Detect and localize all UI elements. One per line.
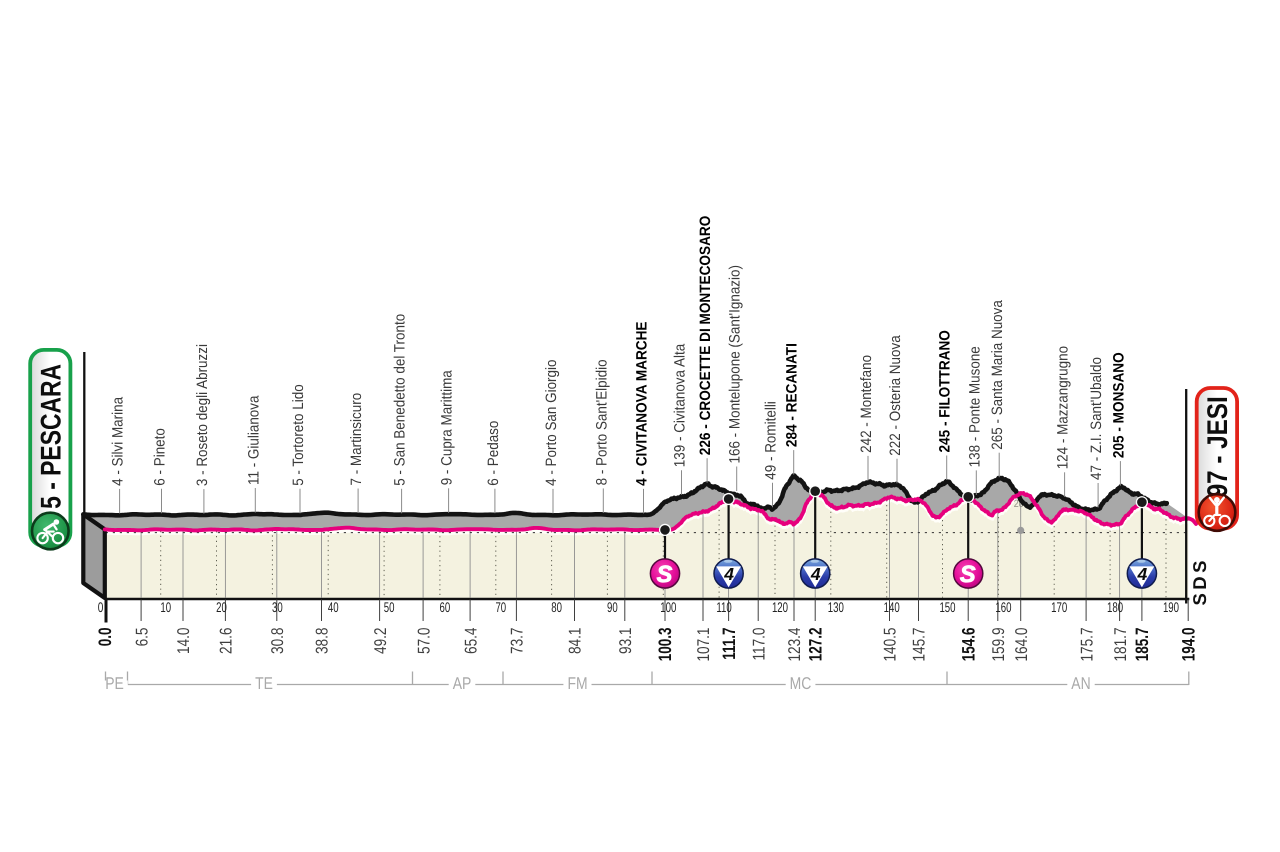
- svg-text:20: 20: [216, 599, 227, 615]
- svg-text:5 - PESCARA: 5 - PESCARA: [36, 364, 68, 509]
- svg-text:4: 4: [723, 564, 734, 584]
- svg-text:4: 4: [810, 564, 821, 584]
- svg-text:140.5: 140.5: [881, 628, 900, 662]
- svg-text:0: 0: [98, 599, 104, 615]
- svg-text:50: 50: [384, 599, 395, 615]
- svg-text:S: S: [657, 561, 673, 587]
- svg-text:30.8: 30.8: [268, 628, 287, 655]
- svg-text:154.6: 154.6: [958, 628, 978, 662]
- svg-text:21.6: 21.6: [217, 628, 236, 655]
- svg-text:49 - Romitelli: 49 - Romitelli: [763, 401, 780, 480]
- svg-text:0.0: 0.0: [95, 628, 115, 647]
- svg-text:93.1: 93.1: [616, 628, 635, 655]
- svg-text:123.4: 123.4: [785, 628, 804, 662]
- svg-text:166 - Montelupone (Sant'Ignazi: 166 - Montelupone (Sant'Ignazio): [727, 265, 744, 464]
- svg-text:S: S: [960, 561, 976, 587]
- svg-text:5 - Tortoreto Lido: 5 - Tortoreto Lido: [290, 384, 307, 486]
- svg-text:84.1: 84.1: [566, 628, 585, 655]
- svg-text:138 - Ponte Musone: 138 - Ponte Musone: [966, 346, 983, 467]
- svg-text:4 - Silvi Marina: 4 - Silvi Marina: [110, 396, 127, 486]
- svg-text:60: 60: [440, 599, 451, 615]
- svg-text:73.7: 73.7: [508, 628, 527, 655]
- svg-text:38.8: 38.8: [313, 628, 332, 655]
- svg-text:170: 170: [1051, 599, 1067, 615]
- svg-text:SDS: SDS: [1189, 561, 1210, 606]
- svg-text:139 - Civitanova Alta: 139 - Civitanova Alta: [672, 343, 689, 467]
- svg-text:130: 130: [828, 599, 844, 615]
- svg-text:111.7: 111.7: [719, 628, 739, 660]
- svg-text:FM: FM: [567, 674, 587, 693]
- svg-text:4 - CIVITANOVA MARCHE: 4 - CIVITANOVA MARCHE: [634, 321, 651, 485]
- svg-text:150: 150: [939, 599, 955, 615]
- svg-text:5 - San Benedetto del Tronto: 5 - San Benedetto del Tronto: [392, 314, 409, 486]
- svg-text:160: 160: [995, 599, 1011, 615]
- svg-text:140: 140: [884, 599, 900, 615]
- svg-text:180: 180: [1107, 599, 1123, 615]
- svg-text:8 - Porto Sant'Elpidio: 8 - Porto Sant'Elpidio: [593, 359, 610, 485]
- svg-text:124 - Mazzangrugno: 124 - Mazzangrugno: [1055, 346, 1072, 469]
- svg-text:4: 4: [1137, 564, 1148, 584]
- svg-text:159.9: 159.9: [989, 628, 1008, 662]
- svg-text:57.0: 57.0: [414, 628, 433, 655]
- svg-text:TE: TE: [255, 674, 273, 693]
- svg-text:284 - RECANATI: 284 - RECANATI: [784, 343, 801, 447]
- svg-text:6 - Pineto: 6 - Pineto: [152, 428, 169, 486]
- svg-text:175.7: 175.7: [1077, 628, 1096, 662]
- svg-text:265 - Santa Maria Nuova: 265 - Santa Maria Nuova: [989, 300, 1006, 450]
- svg-text:30: 30: [272, 599, 283, 615]
- svg-text:11 - Giulianova: 11 - Giulianova: [245, 395, 262, 485]
- svg-text:10: 10: [160, 599, 171, 615]
- svg-text:9 - Cupra Marittima: 9 - Cupra Marittima: [439, 370, 456, 486]
- svg-text:242 - Montefano: 242 - Montefano: [858, 355, 875, 453]
- svg-text:205 - MONSANO: 205 - MONSANO: [1110, 352, 1127, 458]
- svg-text:14.0: 14.0: [174, 628, 193, 655]
- svg-text:49.2: 49.2: [371, 628, 390, 655]
- svg-text:127.2: 127.2: [805, 628, 825, 662]
- svg-text:7 - Martinsicuro: 7 - Martinsicuro: [348, 393, 365, 486]
- svg-text:145.7: 145.7: [910, 628, 929, 662]
- svg-text:65.4: 65.4: [461, 628, 480, 655]
- svg-text:MC: MC: [790, 674, 812, 693]
- svg-text:70: 70: [495, 599, 506, 615]
- svg-text:AP: AP: [453, 674, 472, 693]
- svg-text:164.0: 164.0: [1012, 628, 1031, 662]
- svg-text:97 - JESI: 97 - JESI: [1202, 396, 1234, 497]
- svg-text:100.3: 100.3: [655, 628, 675, 662]
- svg-text:194.0: 194.0: [1179, 628, 1199, 662]
- svg-text:6 - Pedaso: 6 - Pedaso: [485, 421, 502, 486]
- svg-text:245 - FILOTTRANO: 245 - FILOTTRANO: [937, 330, 954, 453]
- svg-text:181.7: 181.7: [1111, 628, 1130, 662]
- svg-text:PE: PE: [105, 674, 124, 693]
- svg-text:120: 120: [772, 599, 788, 615]
- svg-text:185.7: 185.7: [1132, 628, 1152, 662]
- svg-text:100: 100: [660, 599, 676, 615]
- svg-text:40: 40: [328, 599, 339, 615]
- svg-text:6.5: 6.5: [132, 628, 151, 647]
- svg-text:90: 90: [607, 599, 618, 615]
- svg-text:47 - Z.I. Sant'Ubaldo: 47 - Z.I. Sant'Ubaldo: [1088, 357, 1105, 480]
- svg-text:AN: AN: [1071, 674, 1090, 693]
- svg-text:190: 190: [1163, 599, 1179, 615]
- svg-text:222 - Osteria Nuova: 222 - Osteria Nuova: [887, 335, 904, 456]
- svg-text:110: 110: [716, 599, 732, 615]
- svg-text:117.0: 117.0: [749, 628, 768, 661]
- svg-text:4 - Porto San Giorgio: 4 - Porto San Giorgio: [543, 359, 560, 485]
- svg-text:226 - CROCETTE DI MONTECOSARO: 226 - CROCETTE DI MONTECOSARO: [697, 215, 714, 455]
- svg-text:3 - Roseto degli Abruzzi: 3 - Roseto degli Abruzzi: [194, 344, 211, 486]
- svg-text:107.1: 107.1: [694, 628, 713, 662]
- svg-text:80: 80: [551, 599, 562, 615]
